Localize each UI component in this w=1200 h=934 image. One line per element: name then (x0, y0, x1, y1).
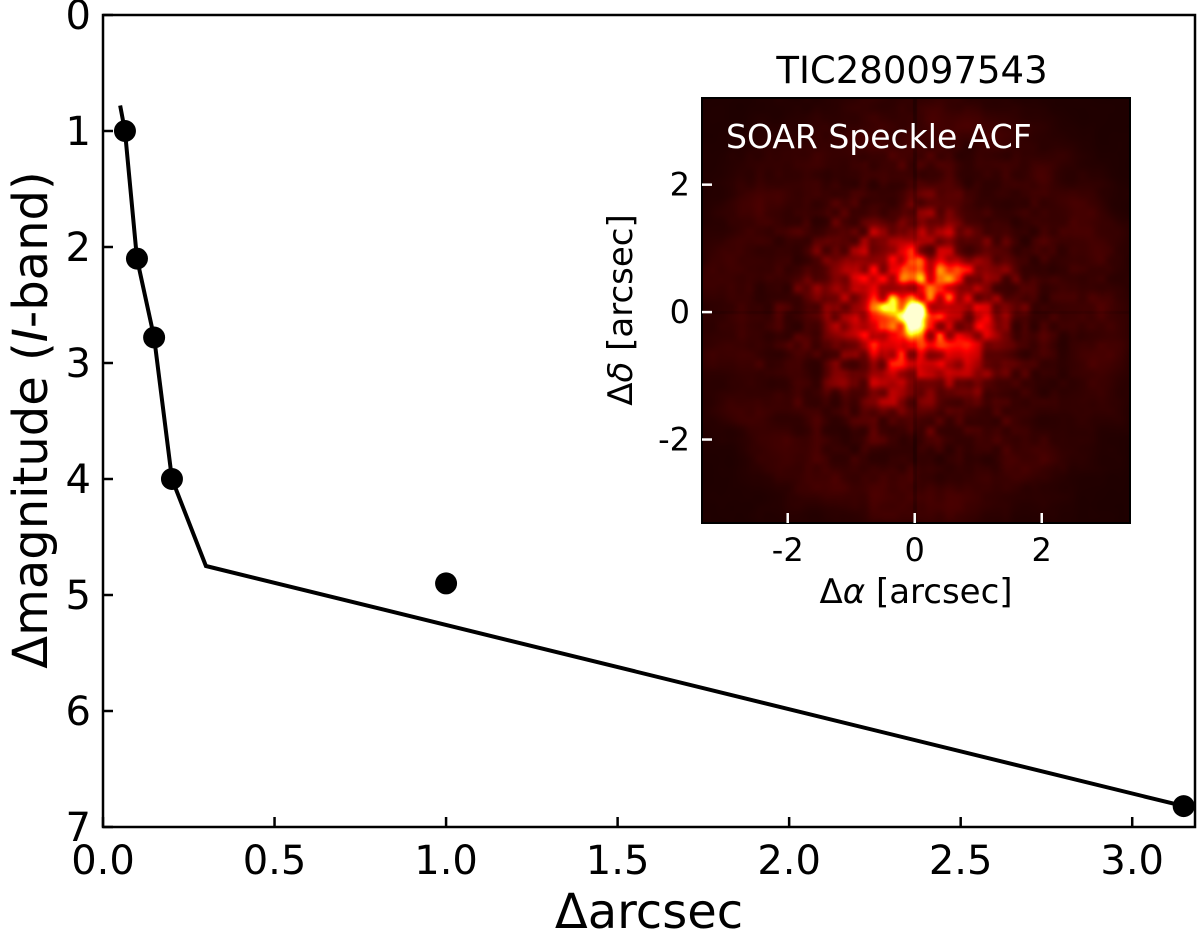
inset-x-axis-label-post: [arcsec] (865, 572, 1013, 612)
main-y-axis-label-pre: Δmagnitude ( (3, 342, 59, 669)
inset-annotation: SOAR Speckle ACF (726, 117, 1032, 156)
inset-x-axis-label: Δα [arcsec] (819, 572, 1012, 612)
data-point-marker (125, 247, 148, 270)
inset-frame (701, 97, 1131, 524)
main-y-tick-label: 0 (66, 0, 91, 39)
main-y-tick-label: 2 (66, 225, 91, 271)
main-x-tick-label: 1.5 (586, 838, 650, 884)
inset-x-axis-label-pre: Δ (819, 572, 843, 612)
main-x-tick-label: 3.0 (1100, 838, 1164, 884)
data-point-marker (143, 326, 166, 349)
inset-y-tick-label: 0 (670, 293, 690, 331)
inset-x-tick-label: 2 (1032, 531, 1052, 569)
main-y-tick-label: 5 (66, 573, 91, 619)
inset-y-axis-label-post: [arcsec] (601, 214, 641, 362)
inset-y-tick-label: 2 (670, 166, 690, 204)
main-y-tick-label: 7 (66, 805, 91, 851)
main-y-tick-label: 4 (66, 457, 91, 503)
data-point-marker (113, 120, 136, 142)
main-y-tick-label: 1 (66, 109, 91, 155)
inset-title: TIC280097543 (776, 49, 1048, 92)
main-x-axis-label: Δarcsec (554, 884, 744, 934)
main-y-axis-label-italic: I (3, 328, 59, 343)
inset-x-tick-label: 0 (905, 531, 925, 569)
inset-y-tick-label: -2 (658, 421, 690, 459)
main-y-tick-label: 6 (66, 689, 91, 735)
main-x-tick-label: 1.0 (414, 838, 478, 884)
main-y-tick-label: 3 (66, 341, 91, 387)
inset-y-axis-label-italic: δ (601, 361, 641, 383)
inset-y-axis-label: Δδ [arcsec] (601, 214, 641, 406)
data-point-marker (160, 468, 183, 490)
inset-x-axis-label-italic: α (842, 572, 866, 612)
main-y-axis-label: Δmagnitude (I-band) (3, 171, 59, 668)
main-x-tick-label: 0.0 (71, 838, 135, 884)
main-x-tick-label: 0.5 (243, 838, 307, 884)
data-point-marker (435, 572, 458, 595)
main-x-tick-label: 2.0 (757, 838, 821, 884)
inset-x-tick-label: -2 (772, 531, 804, 569)
data-point-marker (1172, 795, 1195, 818)
main-x-tick-label: 2.5 (929, 838, 993, 884)
speckle-acf-image (702, 98, 1130, 523)
inset-y-axis-label-pre: Δ (601, 382, 641, 406)
main-plot-frame (101, 13, 1197, 829)
main-y-axis-label-post: -band) (3, 171, 59, 329)
